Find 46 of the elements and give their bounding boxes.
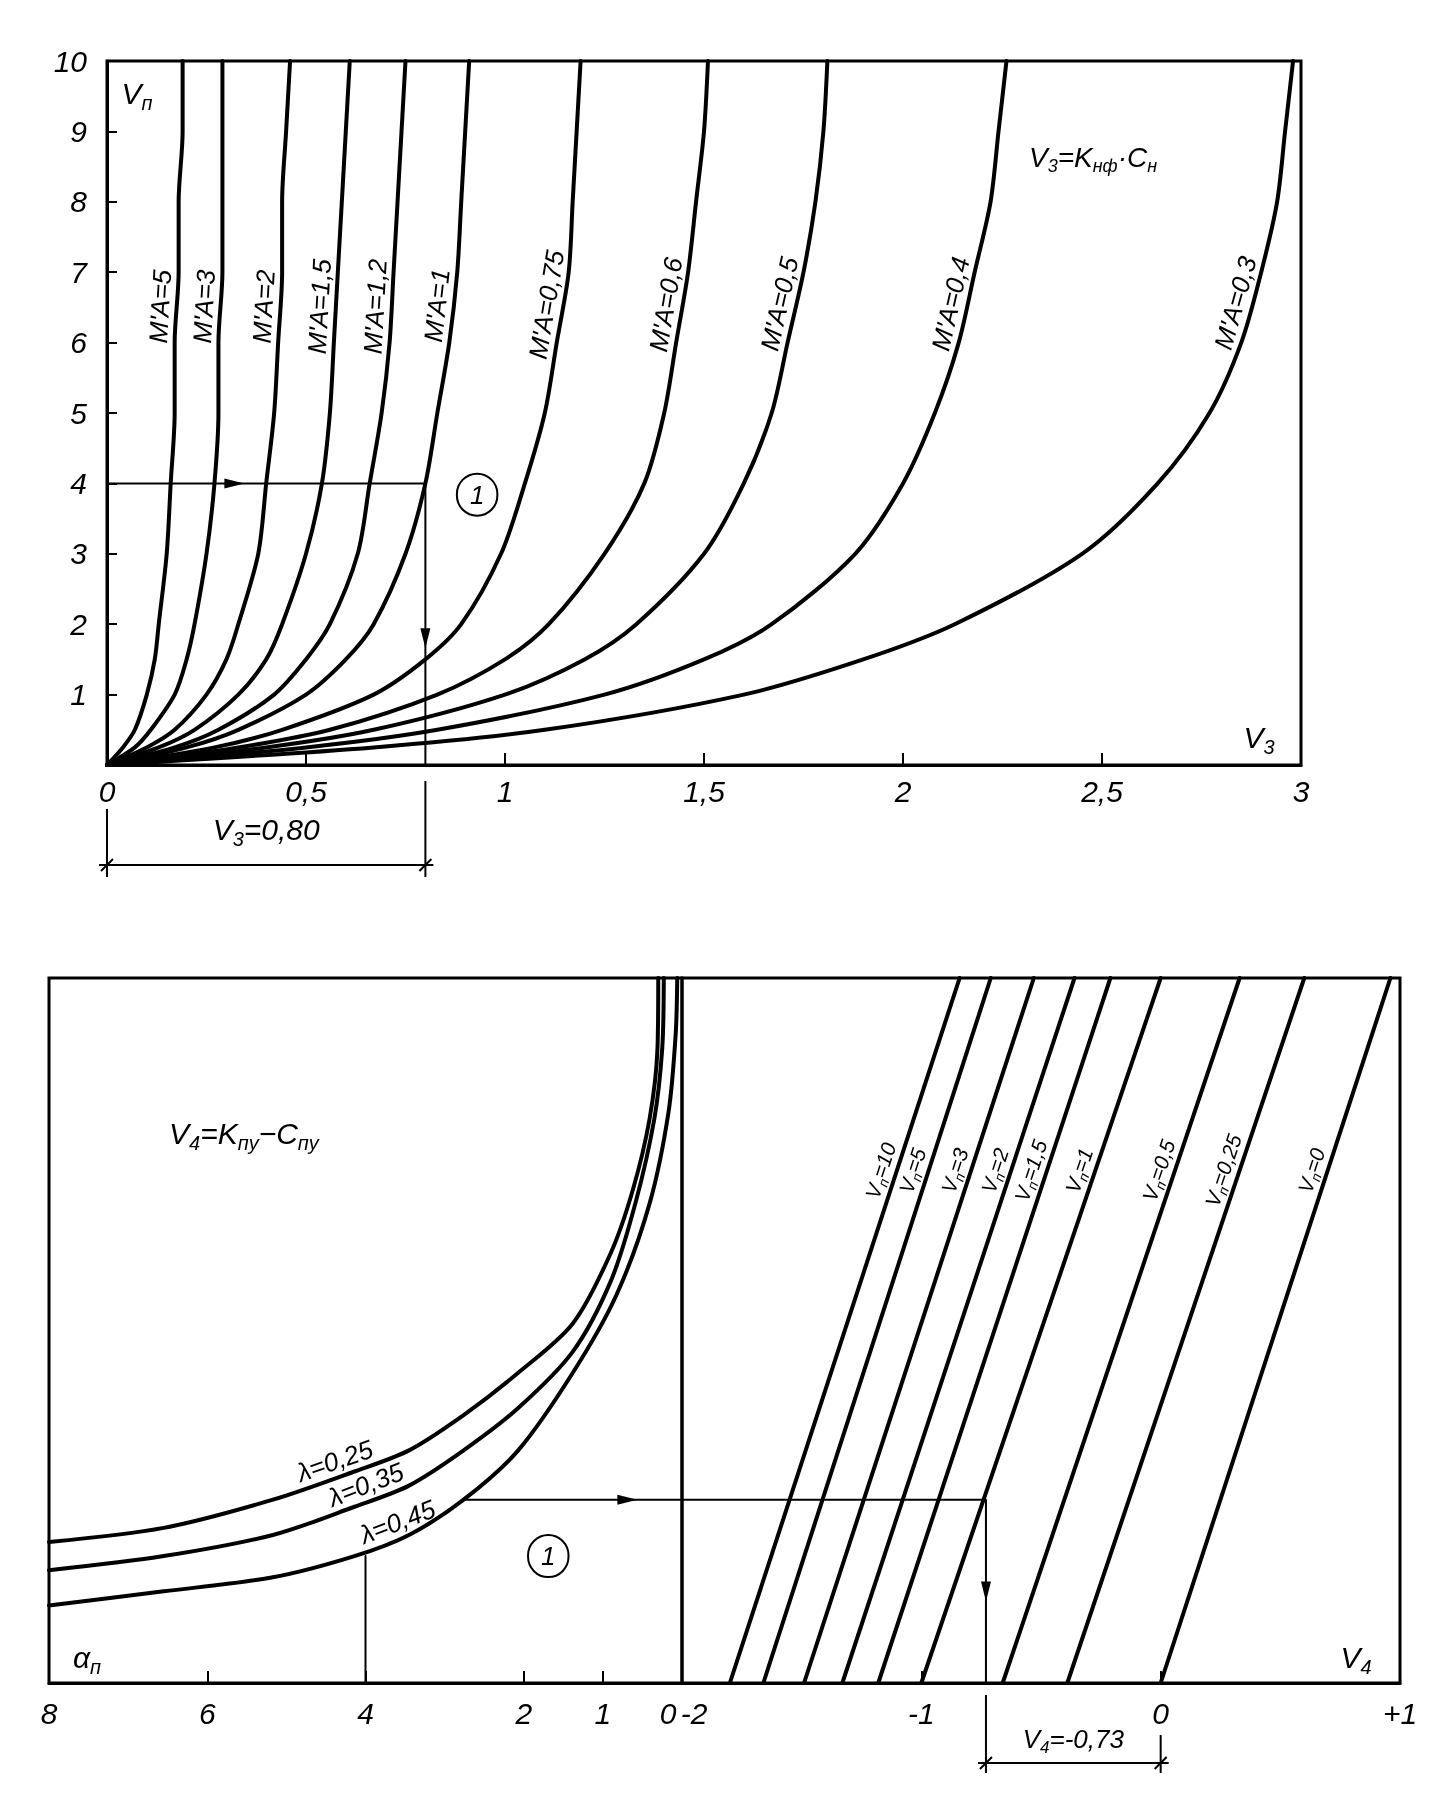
text: Vп=1 xyxy=(1060,1145,1098,1196)
y-tick-label: 3 xyxy=(70,537,88,571)
x-tick-label: 2,5 xyxy=(1080,775,1124,808)
text: M'A=1,2 xyxy=(357,257,393,355)
x-tick-label: 0 xyxy=(98,775,116,808)
annotation: 1 xyxy=(469,479,485,510)
x-tick-label: 1 xyxy=(594,1697,612,1730)
y-tick-label: 4 xyxy=(70,466,87,500)
x-tick-label: 2 xyxy=(514,1697,533,1730)
text: M'A=5 xyxy=(143,268,178,345)
y-tick-label: 1 xyxy=(70,678,87,712)
text: Vп=5 xyxy=(894,1145,931,1196)
x-tick-label: -1 xyxy=(907,1697,935,1730)
x-tick-label: 0,5 xyxy=(285,775,328,808)
y-tick-label: 9 xyxy=(70,114,88,148)
x-tick-label: 3 xyxy=(1292,775,1310,808)
y-tick-label: 8 xyxy=(70,185,88,219)
x-tick-label: 8 xyxy=(40,1697,58,1730)
x-tick-label: 1 xyxy=(496,775,514,808)
text: M'A=0,6 xyxy=(643,254,689,355)
y-tick-label: 5 xyxy=(70,396,88,430)
text: Vп=3 xyxy=(936,1145,973,1196)
y-tick-label: 10 xyxy=(53,44,88,78)
x-tick-label: 6 xyxy=(198,1697,216,1730)
text: Vп=0,5 xyxy=(1137,1136,1180,1205)
text: M'A=0,3 xyxy=(1207,252,1263,353)
text: M'A=1,5 xyxy=(301,257,338,355)
x-tick-label: +1 xyxy=(1382,1697,1418,1730)
text: Vп=0 xyxy=(1293,1145,1330,1196)
y-tick-label: 6 xyxy=(70,326,88,360)
text: M'A=0,75 xyxy=(522,247,571,362)
x-tick-label: -2 xyxy=(680,1697,708,1730)
text: Vп=0,25 xyxy=(1200,1131,1247,1210)
text: M'A=3 xyxy=(186,268,222,345)
y-tick-label: 2 xyxy=(69,607,88,641)
x-tick-label: 2 xyxy=(893,775,912,808)
text: M'A=1 xyxy=(417,267,456,344)
text: M'A=0,4 xyxy=(925,254,976,354)
annotation: 1 xyxy=(541,1541,556,1572)
text: M'A=2 xyxy=(246,268,281,345)
x-tick-label: 0 xyxy=(1152,1697,1170,1730)
x-tick-label: 4 xyxy=(357,1697,374,1730)
text: M'A=0,5 xyxy=(754,253,805,354)
x-tick-label: 1,5 xyxy=(683,775,726,808)
x-tick-label: 0 xyxy=(659,1697,677,1730)
y-tick-label: 7 xyxy=(70,255,89,289)
